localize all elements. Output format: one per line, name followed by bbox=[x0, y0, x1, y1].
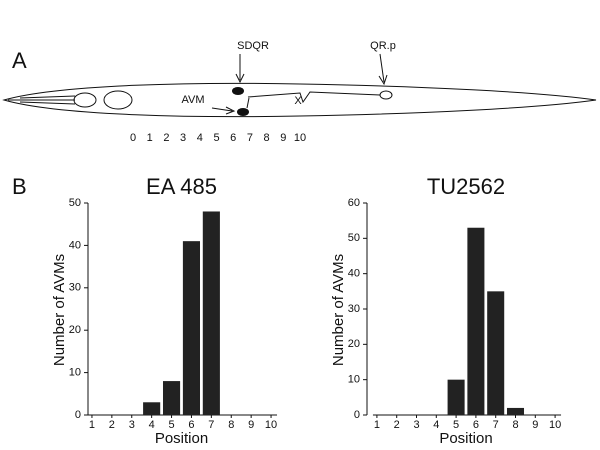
position-label: 3 bbox=[180, 132, 186, 144]
position-label: 6 bbox=[230, 132, 236, 144]
bar bbox=[202, 211, 220, 415]
position-label: 2 bbox=[163, 132, 169, 144]
y-tick-label: 40 bbox=[69, 239, 81, 251]
position-label: 1 bbox=[147, 132, 153, 144]
y-tick-label: 10 bbox=[69, 367, 81, 379]
x-tick-label: 9 bbox=[532, 419, 538, 431]
y-tick-label: 50 bbox=[69, 197, 81, 209]
cell bbox=[232, 87, 244, 95]
y-axis-label: Number of AVMs bbox=[330, 254, 347, 366]
y-tick-label: 30 bbox=[69, 282, 81, 294]
bulb bbox=[73, 92, 97, 108]
migration-path bbox=[247, 91, 381, 104]
label: SDQR bbox=[237, 40, 269, 52]
label: AVM bbox=[181, 94, 204, 106]
pharynx bbox=[8, 95, 76, 105]
y-tick-label: 30 bbox=[348, 303, 360, 315]
position-label: 10 bbox=[294, 132, 306, 144]
x-tick-label: 5 bbox=[168, 419, 174, 431]
x-tick-label: 6 bbox=[473, 419, 479, 431]
panel-label: A bbox=[12, 48, 27, 73]
x-tick-label: 4 bbox=[433, 419, 439, 431]
bar bbox=[143, 402, 161, 415]
bar bbox=[487, 291, 505, 415]
x-tick-label: 10 bbox=[265, 419, 277, 431]
bar bbox=[506, 407, 525, 415]
arrow bbox=[246, 97, 250, 109]
position-label: 8 bbox=[264, 132, 270, 144]
chart-title: EA 485 bbox=[146, 174, 217, 199]
x-tick-label: 3 bbox=[413, 419, 419, 431]
x-tick-label: 2 bbox=[109, 419, 115, 431]
bar bbox=[447, 379, 465, 415]
y-tick-label: 0 bbox=[75, 409, 81, 421]
x-tick-label: 7 bbox=[493, 419, 499, 431]
position-label: 9 bbox=[280, 132, 286, 144]
x-tick-label: 1 bbox=[89, 419, 95, 431]
x-tick-label: 3 bbox=[129, 419, 135, 431]
label: QR.p bbox=[370, 40, 396, 52]
x-axis-label: Position bbox=[439, 430, 492, 447]
position-label: 7 bbox=[247, 132, 253, 144]
x-tick-label: 7 bbox=[208, 419, 214, 431]
x-tick-label: 1 bbox=[374, 419, 380, 431]
x-tick-label: 8 bbox=[228, 419, 234, 431]
bar bbox=[467, 227, 485, 415]
bar bbox=[162, 381, 181, 415]
x-tick-label: 8 bbox=[512, 419, 518, 431]
position-label: 5 bbox=[213, 132, 219, 144]
x-tick-label: 9 bbox=[248, 419, 254, 431]
panel-label: B bbox=[12, 174, 27, 199]
arrow bbox=[378, 53, 388, 86]
y-tick-label: 60 bbox=[348, 197, 360, 209]
cell bbox=[237, 108, 249, 116]
position-label: 4 bbox=[197, 132, 203, 144]
x-tick-label: 10 bbox=[549, 419, 561, 431]
y-tick-label: 10 bbox=[348, 374, 360, 386]
x-tick-label: 5 bbox=[453, 419, 459, 431]
chart-title: TU2562 bbox=[427, 174, 505, 199]
x-tick-label: 2 bbox=[394, 419, 400, 431]
position-label: 0 bbox=[130, 132, 136, 144]
worm-outline bbox=[2, 82, 597, 118]
label: X bbox=[294, 95, 302, 107]
y-tick-label: 20 bbox=[69, 324, 81, 336]
y-axis-label: Number of AVMs bbox=[51, 254, 68, 366]
arrow bbox=[211, 106, 236, 115]
bar bbox=[182, 241, 201, 415]
x-axis-label: Position bbox=[155, 430, 208, 447]
arrow bbox=[235, 54, 245, 84]
x-tick-label: 4 bbox=[149, 419, 155, 431]
x-tick-label: 6 bbox=[188, 419, 194, 431]
y-tick-label: 20 bbox=[348, 338, 360, 350]
y-tick-label: 40 bbox=[348, 268, 360, 280]
y-tick-label: 50 bbox=[348, 232, 360, 244]
cell bbox=[379, 90, 393, 100]
y-tick-label: 0 bbox=[354, 409, 360, 421]
bulb bbox=[103, 90, 133, 110]
